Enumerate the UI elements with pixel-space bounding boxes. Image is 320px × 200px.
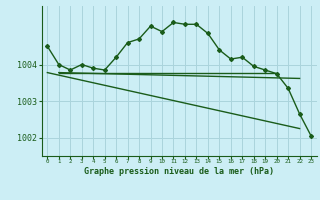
X-axis label: Graphe pression niveau de la mer (hPa): Graphe pression niveau de la mer (hPa)	[84, 167, 274, 176]
